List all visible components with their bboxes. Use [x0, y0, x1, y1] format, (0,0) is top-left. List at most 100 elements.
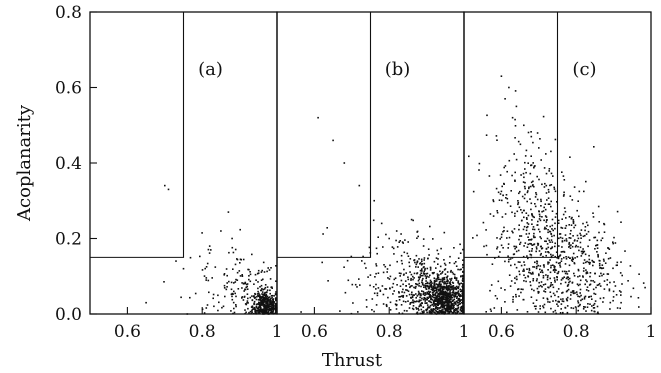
- data-point: [565, 256, 567, 258]
- data-point: [448, 288, 450, 291]
- data-point: [534, 165, 536, 167]
- data-point: [549, 277, 551, 280]
- data-point: [527, 214, 530, 217]
- data-point: [443, 307, 446, 310]
- data-point: [271, 300, 274, 303]
- data-point: [604, 262, 607, 264]
- data-point: [613, 281, 615, 283]
- data-point: [267, 311, 270, 313]
- data-point: [558, 233, 561, 235]
- data-point: [221, 306, 223, 309]
- data-point: [275, 298, 277, 301]
- data-point: [518, 273, 521, 276]
- data-point: [580, 229, 583, 231]
- data-point: [444, 282, 446, 284]
- data-point: [574, 306, 577, 308]
- data-point: [550, 282, 552, 284]
- data-point: [536, 287, 539, 290]
- data-point: [462, 291, 464, 294]
- data-point: [259, 286, 261, 288]
- data-point: [585, 279, 587, 281]
- data-point: [233, 307, 235, 310]
- data-point: [430, 312, 433, 315]
- data-point: [472, 190, 475, 193]
- data-point: [508, 86, 510, 89]
- data-point: [255, 309, 257, 312]
- data-point: [550, 295, 552, 298]
- data-point: [546, 225, 548, 227]
- data-point: [222, 305, 225, 308]
- data-point: [427, 297, 430, 299]
- data-point: [542, 306, 545, 309]
- data-point: [601, 267, 603, 270]
- data-point: [253, 283, 255, 285]
- data-point: [244, 288, 247, 291]
- data-point: [438, 294, 441, 296]
- x-tick-label-1: 0.8: [189, 322, 216, 342]
- data-point: [254, 310, 256, 313]
- data-point: [365, 306, 368, 308]
- data-point: [417, 276, 420, 278]
- data-point: [404, 239, 406, 241]
- data-point: [594, 248, 596, 250]
- data-point: [574, 246, 577, 248]
- y-tick-label-0: 0.0: [55, 305, 82, 325]
- data-point: [218, 301, 220, 304]
- data-point: [199, 255, 201, 258]
- data-point: [593, 307, 596, 309]
- data-point: [271, 302, 273, 304]
- data-point: [431, 292, 434, 294]
- data-point: [579, 232, 581, 235]
- data-point: [248, 278, 250, 281]
- data-point: [585, 221, 588, 224]
- data-point: [502, 247, 504, 249]
- data-point: [268, 308, 271, 310]
- data-point: [542, 210, 545, 212]
- data-point: [557, 300, 559, 303]
- data-point: [547, 261, 549, 263]
- data-point: [429, 279, 432, 282]
- data-point: [541, 286, 543, 288]
- data-point: [373, 199, 375, 202]
- data-point: [418, 299, 421, 301]
- data-point: [462, 285, 464, 288]
- data-point: [462, 274, 464, 277]
- data-point: [613, 236, 615, 239]
- data-point: [462, 248, 464, 251]
- data-point: [559, 264, 561, 266]
- data-point: [403, 251, 406, 254]
- data-point: [431, 310, 434, 312]
- data-point: [436, 275, 439, 277]
- data-point: [514, 247, 516, 250]
- data-point: [476, 234, 478, 237]
- data-point: [450, 277, 453, 280]
- data-point: [385, 233, 387, 236]
- data-point: [584, 283, 586, 286]
- panels: 0.6 0.8 1(a)0.6 0.8 1(b)0.6 0.8 1(c): [89, 11, 656, 342]
- data-point: [586, 271, 588, 273]
- data-point: [564, 307, 567, 309]
- data-point: [445, 304, 448, 306]
- data-point: [561, 277, 564, 279]
- data-point: [441, 303, 443, 306]
- data-point: [455, 300, 458, 303]
- data-point: [418, 305, 420, 308]
- data-point: [557, 255, 560, 258]
- data-point: [541, 216, 543, 218]
- data-point: [406, 310, 408, 312]
- data-point: [554, 216, 557, 218]
- data-point: [462, 305, 464, 307]
- data-point: [547, 203, 550, 205]
- data-point: [560, 251, 563, 253]
- data-point: [637, 297, 640, 299]
- data-point: [447, 287, 449, 289]
- data-point: [368, 246, 371, 249]
- data-point: [254, 273, 257, 276]
- data-point: [458, 301, 460, 304]
- data-point: [530, 256, 533, 259]
- data-point: [257, 272, 260, 274]
- data-point: [429, 274, 431, 277]
- data-point: [561, 292, 563, 294]
- data-point: [428, 292, 431, 294]
- data-point: [262, 261, 265, 264]
